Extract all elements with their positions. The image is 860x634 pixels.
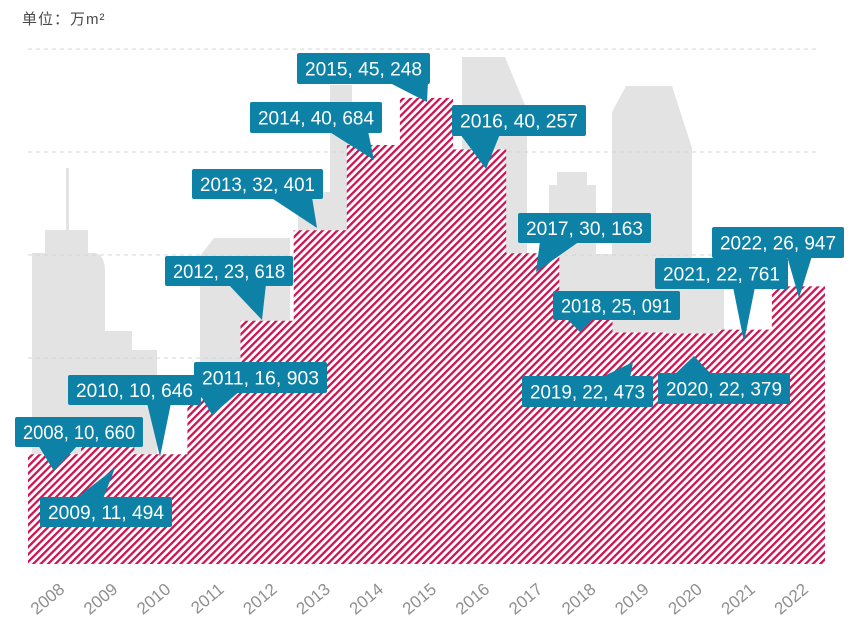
x-axis-label-2008: 2008 xyxy=(27,580,68,619)
callout-pointer-2012 xyxy=(228,284,266,320)
x-axis-label-2009: 2009 xyxy=(80,580,121,619)
x-axis-label-2022: 2022 xyxy=(771,580,812,619)
area-series xyxy=(28,97,825,565)
callout-label: 2021, 22, 761 xyxy=(663,265,780,286)
callout-pointer-2011 xyxy=(198,391,240,415)
callout-box-2009 xyxy=(40,497,172,527)
callout-pointer-2021 xyxy=(733,287,755,342)
x-axis-labels: 2008 2009 2010 2011 2012 2013 2014 2015 2016 2017… xyxy=(27,580,812,619)
x-axis-label-2017: 2017 xyxy=(505,580,546,619)
callout-box-2019 xyxy=(522,376,653,407)
callout-box-2018 xyxy=(553,291,680,320)
building-center-roof xyxy=(557,172,587,185)
callout-label: 2015, 45, 248 xyxy=(305,60,422,81)
callout-2012: 2012, 23, 618 xyxy=(165,256,293,320)
callout-box-2021 xyxy=(655,258,788,289)
callout-box-2017 xyxy=(518,213,651,243)
callout-pointer-2020 xyxy=(674,356,712,375)
callout-label: 2018, 25, 091 xyxy=(561,297,672,318)
x-axis-label-2014: 2014 xyxy=(346,580,387,619)
callout-pointer-2016 xyxy=(460,134,500,169)
callout-pointer-2009 xyxy=(75,468,115,499)
callout-pointer-2015 xyxy=(388,82,428,102)
unit-label: 单位：万m² xyxy=(22,11,106,28)
callout-2011: 2011, 16, 903 xyxy=(194,362,327,415)
callout-box-2022 xyxy=(712,227,844,258)
callout-label: 2014, 40, 684 xyxy=(258,109,374,130)
callout-label: 2008, 10, 660 xyxy=(23,423,135,444)
x-axis-label-2016: 2016 xyxy=(452,580,493,619)
callout-2021: 2021, 22, 761 xyxy=(655,258,788,342)
x-axis-label-2012: 2012 xyxy=(239,580,280,619)
callout-label: 2016, 40, 257 xyxy=(460,112,578,133)
callout-box-2014 xyxy=(250,102,382,133)
callout-2013: 2013, 32, 401 xyxy=(192,169,323,228)
callout-label: 2020, 22, 379 xyxy=(666,380,782,401)
callout-box-2020 xyxy=(658,373,790,404)
callout-label: 2011, 16, 903 xyxy=(202,369,319,390)
callout-2015: 2015, 45, 248 xyxy=(297,53,430,102)
callout-box-2016 xyxy=(452,105,586,136)
callout-2010: 2010, 10, 646 xyxy=(68,375,201,457)
callout-pointer-2019 xyxy=(600,362,633,378)
callout-label: 2022, 26, 947 xyxy=(720,234,836,255)
building-antenna xyxy=(66,168,69,230)
callout-pointer-2022 xyxy=(787,256,812,298)
callout-box-2010 xyxy=(68,375,201,405)
callout-2017: 2017, 30, 163 xyxy=(518,213,651,272)
x-axis-label-2019: 2019 xyxy=(611,580,652,619)
callout-pointer-2014 xyxy=(328,131,374,160)
callout-2009: 2009, 11, 494 xyxy=(40,468,172,527)
x-axis-label-2015: 2015 xyxy=(399,580,440,619)
callout-pointer-2008 xyxy=(38,445,78,471)
callout-pointer-2017 xyxy=(536,241,580,272)
callout-2019: 2019, 22, 473 xyxy=(522,362,653,407)
callout-2008: 2008, 10, 660 xyxy=(15,417,143,471)
callout-2018: 2018, 25, 091 xyxy=(553,291,680,332)
callout-label: 2017, 30, 163 xyxy=(526,219,643,240)
callout-box-2012 xyxy=(165,256,293,286)
callout-pointer-2013 xyxy=(270,197,317,228)
callout-2014: 2014, 40, 684 xyxy=(250,102,382,160)
x-axis-label-2013: 2013 xyxy=(293,580,334,619)
callout-label: 2019, 22, 473 xyxy=(530,383,645,404)
callout-box-2008 xyxy=(15,417,143,447)
data-callouts: 2008, 10, 660 2009, 11, 494 2010, 10, 646 2… xyxy=(15,53,844,527)
callout-label: 2013, 32, 401 xyxy=(200,175,315,196)
callout-label: 2012, 23, 618 xyxy=(173,262,285,283)
building-left-roof xyxy=(45,230,88,253)
callout-2022: 2022, 26, 947 xyxy=(712,227,844,298)
callout-pointer-2010 xyxy=(147,403,171,457)
callout-2020: 2020, 22, 379 xyxy=(658,356,790,404)
callout-box-2015 xyxy=(297,53,430,84)
x-axis-label-2010: 2010 xyxy=(133,580,174,619)
callout-label: 2009, 11, 494 xyxy=(48,503,164,524)
callout-box-2013 xyxy=(192,169,323,199)
callout-2016: 2016, 40, 257 xyxy=(452,105,586,169)
x-axis-label-2021: 2021 xyxy=(718,580,759,619)
callout-box-2011 xyxy=(194,362,327,393)
callout-pointer-2018 xyxy=(566,318,594,332)
x-axis-label-2011: 2011 xyxy=(187,580,227,618)
x-axis-label-2020: 2020 xyxy=(665,580,706,619)
x-axis-label-2018: 2018 xyxy=(558,580,599,619)
callout-label: 2010, 10, 646 xyxy=(76,381,193,402)
